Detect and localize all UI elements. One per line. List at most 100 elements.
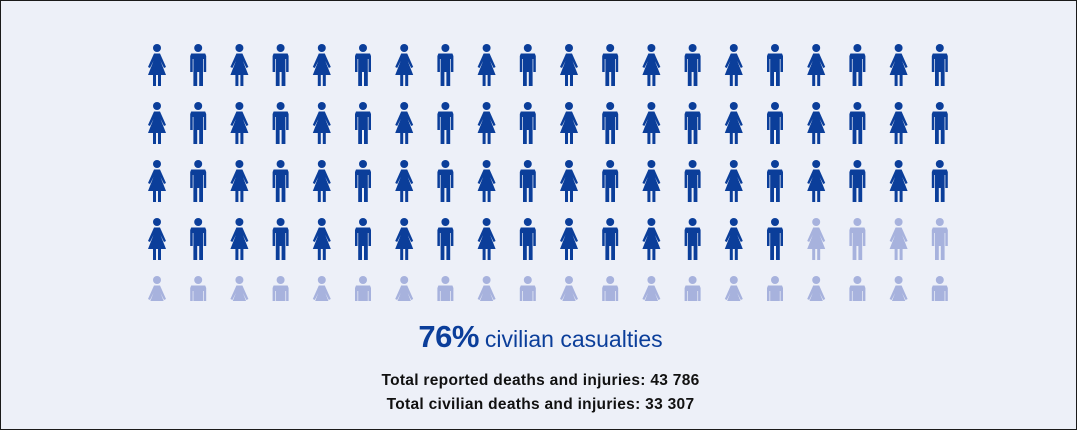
male-icon <box>767 218 783 260</box>
male-icon <box>931 102 948 144</box>
female-icon <box>724 218 743 260</box>
female-icon <box>230 44 249 86</box>
male-icon <box>437 218 454 260</box>
female-icon <box>642 218 661 260</box>
male-icon <box>602 276 619 301</box>
male-icon <box>272 160 289 202</box>
female-icon <box>312 276 331 301</box>
total-reported-stat: Total reported deaths and injuries: 43 7… <box>381 372 700 389</box>
female-icon <box>889 160 908 202</box>
female-icon <box>148 102 166 144</box>
female-icon <box>230 102 249 144</box>
male-icon <box>849 102 866 144</box>
female-icon <box>395 276 414 301</box>
female-icon <box>395 160 414 202</box>
male-icon <box>519 102 536 144</box>
female-icon <box>148 160 166 202</box>
male-icon <box>190 160 207 202</box>
male-icon <box>519 276 536 301</box>
male-icon <box>190 102 207 144</box>
male-icon <box>272 276 289 301</box>
female-icon <box>807 44 826 86</box>
female-icon <box>148 218 166 260</box>
male-icon <box>931 44 948 86</box>
male-icon <box>767 276 783 301</box>
male-icon <box>437 160 454 202</box>
male-icon <box>931 276 948 301</box>
female-icon <box>560 44 578 86</box>
female-icon <box>312 218 331 260</box>
female-icon <box>642 102 661 144</box>
female-icon <box>889 218 908 260</box>
male-icon <box>767 160 783 202</box>
female-icon <box>230 276 249 301</box>
male-icon <box>190 44 207 86</box>
female-icon <box>477 44 496 86</box>
pictogram-grid <box>148 44 948 301</box>
female-icon <box>395 44 414 86</box>
male-icon <box>190 218 207 260</box>
female-icon <box>148 44 166 86</box>
male-icon <box>272 218 289 260</box>
male-icon <box>602 160 619 202</box>
male-icon <box>272 102 289 144</box>
male-icon <box>849 276 866 301</box>
female-icon <box>889 44 908 86</box>
female-icon <box>889 276 908 301</box>
female-icon <box>724 102 743 144</box>
male-icon <box>519 160 536 202</box>
male-icon <box>355 44 371 86</box>
male-icon <box>849 44 866 86</box>
female-icon <box>724 276 743 301</box>
female-icon <box>560 160 578 202</box>
female-icon <box>395 218 414 260</box>
total-civilian-stat: Total civilian deaths and injuries: 33 3… <box>386 396 695 413</box>
female-icon <box>889 102 908 144</box>
male-icon <box>602 218 619 260</box>
male-icon <box>355 102 371 144</box>
male-icon <box>519 44 536 86</box>
male-icon <box>190 276 207 301</box>
male-icon <box>355 160 371 202</box>
female-icon <box>395 102 414 144</box>
female-icon <box>642 276 661 301</box>
male-icon <box>767 44 783 86</box>
male-icon <box>519 218 536 260</box>
female-icon <box>312 102 331 144</box>
female-icon <box>560 102 578 144</box>
male-icon <box>849 160 866 202</box>
female-icon <box>477 160 496 202</box>
female-icon <box>560 218 578 260</box>
female-icon <box>477 276 496 301</box>
male-icon <box>602 102 619 144</box>
female-icon <box>148 276 166 301</box>
male-icon <box>437 44 454 86</box>
male-icon <box>602 44 619 86</box>
female-icon <box>230 218 249 260</box>
female-icon <box>724 44 743 86</box>
female-icon <box>560 276 578 301</box>
male-icon <box>355 218 371 260</box>
female-icon <box>807 218 826 260</box>
headline-label: civilian casualties <box>484 326 663 352</box>
headline: 76% civilian casualties <box>1 319 1079 355</box>
female-icon <box>642 160 661 202</box>
male-icon <box>684 44 701 86</box>
male-icon <box>684 218 701 260</box>
female-icon <box>230 160 249 202</box>
male-icon <box>355 276 371 301</box>
civilian-percent: 76% <box>418 319 479 354</box>
female-icon <box>477 218 496 260</box>
male-icon <box>684 276 701 301</box>
male-icon <box>767 102 783 144</box>
female-icon <box>807 102 826 144</box>
male-icon <box>931 218 948 260</box>
male-icon <box>849 218 866 260</box>
male-icon <box>437 276 454 301</box>
male-icon <box>684 160 701 202</box>
female-icon <box>724 160 743 202</box>
female-icon <box>807 276 826 301</box>
female-icon <box>312 44 331 86</box>
female-icon <box>642 44 661 86</box>
